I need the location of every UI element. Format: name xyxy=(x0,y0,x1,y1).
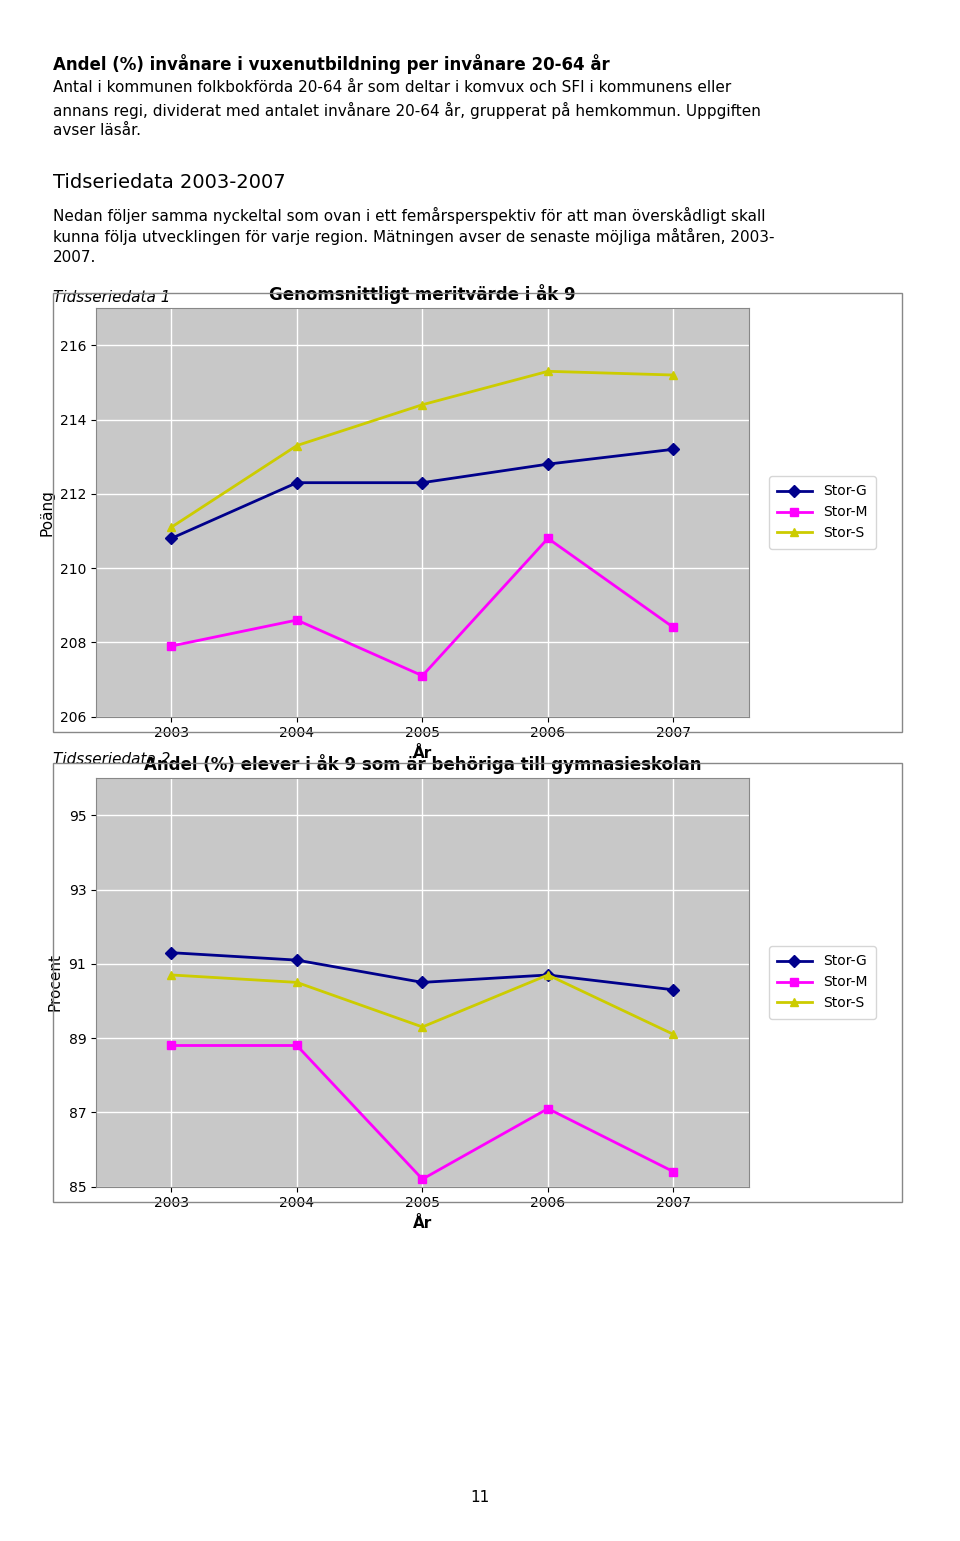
Stor-S xyxy=(542,362,554,381)
Text: Nedan följer samma nyckeltal som ovan i ett femårsperspektiv för att man överskå: Nedan följer samma nyckeltal som ovan i … xyxy=(53,206,765,223)
Line: Stor-M: Stor-M xyxy=(167,535,678,680)
Stor-S xyxy=(291,436,302,455)
Stor-S xyxy=(165,518,177,536)
Text: 2007.: 2007. xyxy=(53,250,96,265)
Stor-M xyxy=(417,666,428,684)
Text: Tidseriedata 2003-2007: Tidseriedata 2003-2007 xyxy=(53,173,285,191)
Stor-G xyxy=(417,974,428,992)
Stor-S xyxy=(668,365,680,384)
Text: 11: 11 xyxy=(470,1490,490,1506)
Line: Stor-S: Stor-S xyxy=(167,971,678,1039)
Stor-G xyxy=(291,473,302,492)
Line: Stor-S: Stor-S xyxy=(167,367,678,532)
Stor-S xyxy=(542,966,554,985)
Y-axis label: Procent: Procent xyxy=(48,954,63,1011)
Stor-M xyxy=(668,1162,680,1180)
Text: Antal i kommunen folkbokförda 20-64 år som deltar i komvux och SFI i kommunens e: Antal i kommunen folkbokförda 20-64 år s… xyxy=(53,80,732,96)
Text: Andel (%) invånare i vuxenutbildning per invånare 20-64 år: Andel (%) invånare i vuxenutbildning per… xyxy=(53,54,610,74)
Stor-G xyxy=(668,980,680,999)
Stor-S xyxy=(417,396,428,415)
Stor-G xyxy=(542,966,554,985)
Stor-M xyxy=(542,1099,554,1117)
Stor-M xyxy=(542,529,554,547)
Y-axis label: Poäng: Poäng xyxy=(39,488,54,536)
Stor-S xyxy=(668,1025,680,1043)
Text: kunna följa utvecklingen för varje region. Mätningen avser de senaste möjliga må: kunna följa utvecklingen för varje regio… xyxy=(53,228,775,245)
Stor-S xyxy=(165,966,177,985)
Legend: Stor-G, Stor-M, Stor-S: Stor-G, Stor-M, Stor-S xyxy=(769,476,876,549)
Stor-M xyxy=(291,1036,302,1054)
Stor-M xyxy=(165,1036,177,1054)
Stor-G xyxy=(165,529,177,547)
Line: Stor-G: Stor-G xyxy=(167,445,678,542)
Stor-M xyxy=(668,618,680,636)
Stor-G xyxy=(165,943,177,962)
Stor-S xyxy=(417,1017,428,1036)
X-axis label: År: År xyxy=(413,746,432,761)
Stor-G xyxy=(668,441,680,459)
Stor-M xyxy=(417,1170,428,1188)
Stor-M xyxy=(291,610,302,629)
Legend: Stor-G, Stor-M, Stor-S: Stor-G, Stor-M, Stor-S xyxy=(769,946,876,1019)
Stor-G xyxy=(291,951,302,969)
Title: Genomsnittligt meritvärde i åk 9: Genomsnittligt meritvärde i åk 9 xyxy=(269,284,576,304)
Stor-M xyxy=(165,636,177,655)
Line: Stor-M: Stor-M xyxy=(167,1042,678,1183)
Stor-S xyxy=(291,974,302,992)
X-axis label: År: År xyxy=(413,1216,432,1231)
Stor-G xyxy=(417,473,428,492)
Text: Tidsseriedata 2: Tidsseriedata 2 xyxy=(53,752,170,767)
Text: annans regi, dividerat med antalet invånare 20-64 år, grupperat på hemkommun. Up: annans regi, dividerat med antalet invån… xyxy=(53,102,760,119)
Line: Stor-G: Stor-G xyxy=(167,949,678,994)
Text: Tidsseriedata 1: Tidsseriedata 1 xyxy=(53,290,170,305)
Stor-G xyxy=(542,455,554,473)
Text: avser läsår.: avser läsår. xyxy=(53,123,141,139)
Title: Andel (%) elever i åk 9 som är behöriga till gymnasieskolan: Andel (%) elever i åk 9 som är behöriga … xyxy=(144,754,701,774)
